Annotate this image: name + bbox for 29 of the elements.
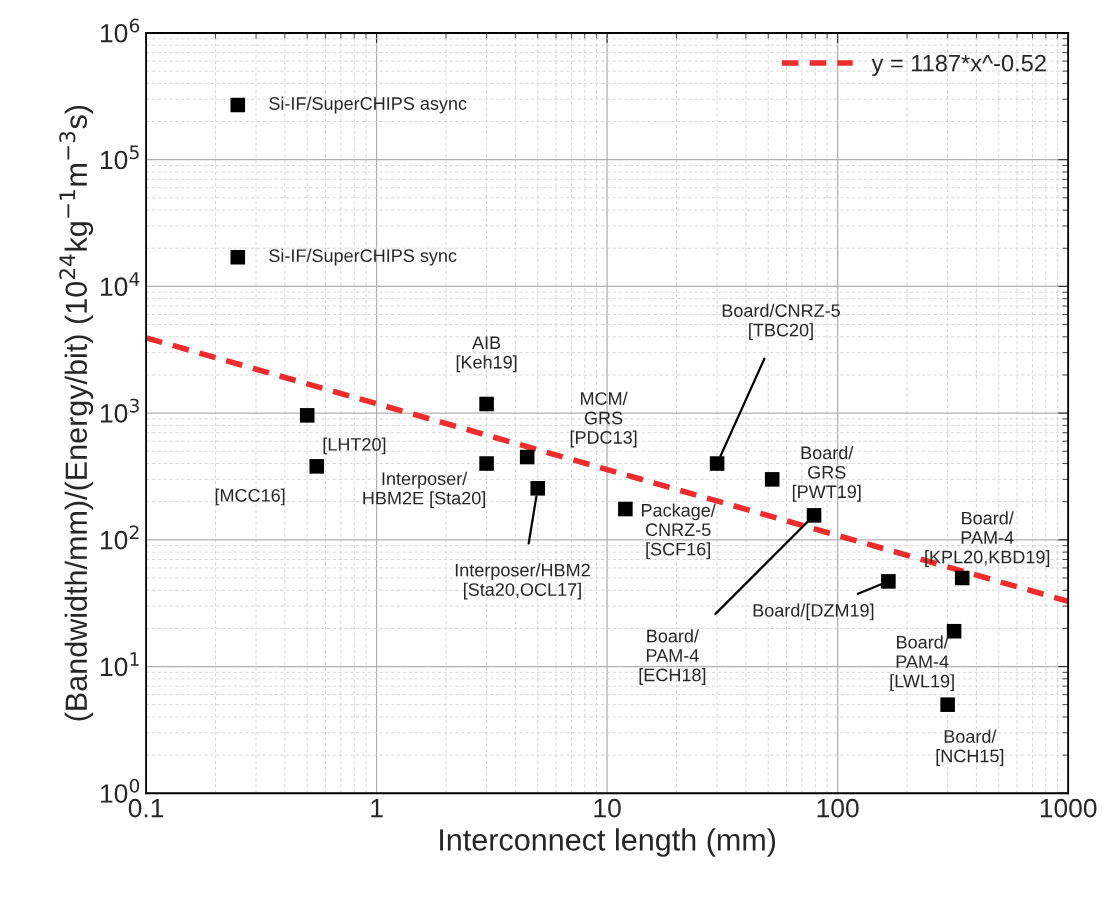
annotation: Interposer/HBM2 [Sta20,OCL17] [455, 563, 590, 600]
annotation: Board/ PAM-4 [KPL20,KBD19] [925, 511, 1050, 567]
legend-label: y = 1187*x^-0.52 [871, 54, 1046, 77]
annotation: [LHT20] [323, 437, 386, 455]
annotation: Package/ CNRZ-5 [SCF16] [641, 503, 716, 560]
annotation: Si-IF/SuperCHIPS async [269, 96, 467, 114]
annotation: Board/ PAM-4 [LWL19] [890, 635, 954, 692]
y-tick-label: 10$^{1}$ [100, 652, 139, 677]
y-axis-title: (Bandwidth/mm)/(Energy/bit) (10$^{24}$kg$^{−1}$m$^{−3}$s) [59, 105, 94, 721]
x-tick-label: 10 [594, 798, 621, 818]
y-tick-label: 10$^{6}$ [100, 18, 140, 43]
annotation: Interposer/ HBM2E [Sta20] [363, 471, 486, 509]
x-tick-label: 100 [817, 798, 859, 818]
annotation: [MCC16] [215, 488, 285, 506]
annotation: Board/ GRS [PWT19] [792, 445, 861, 502]
annotation: Board/[DZM19] [753, 603, 874, 621]
y-tick-label: 10$^{4}$ [100, 272, 140, 297]
y-tick-label: 10$^{3}$ [100, 398, 139, 423]
y-tick-label: 10$^{2}$ [100, 525, 139, 550]
x-axis-title: Interconnect length (mm) [440, 828, 776, 857]
x-tick-label: 1 [371, 799, 383, 818]
annotation: Board/ [NCH15] [936, 729, 1004, 766]
annotation: Board/ PAM-4 [ECH18] [639, 629, 706, 685]
annotation: Board/CNRZ-5 [TBC20] [722, 303, 840, 341]
annotation: MCM/ GRS [PDC13] [570, 391, 637, 448]
y-tick-label: 10$^{5}$ [100, 145, 139, 170]
annotation: Si-IF/SuperCHIPS sync [269, 248, 457, 266]
annotation: AIB [Keh19] [456, 336, 517, 373]
x-tick-label: 1000 [1040, 798, 1097, 818]
